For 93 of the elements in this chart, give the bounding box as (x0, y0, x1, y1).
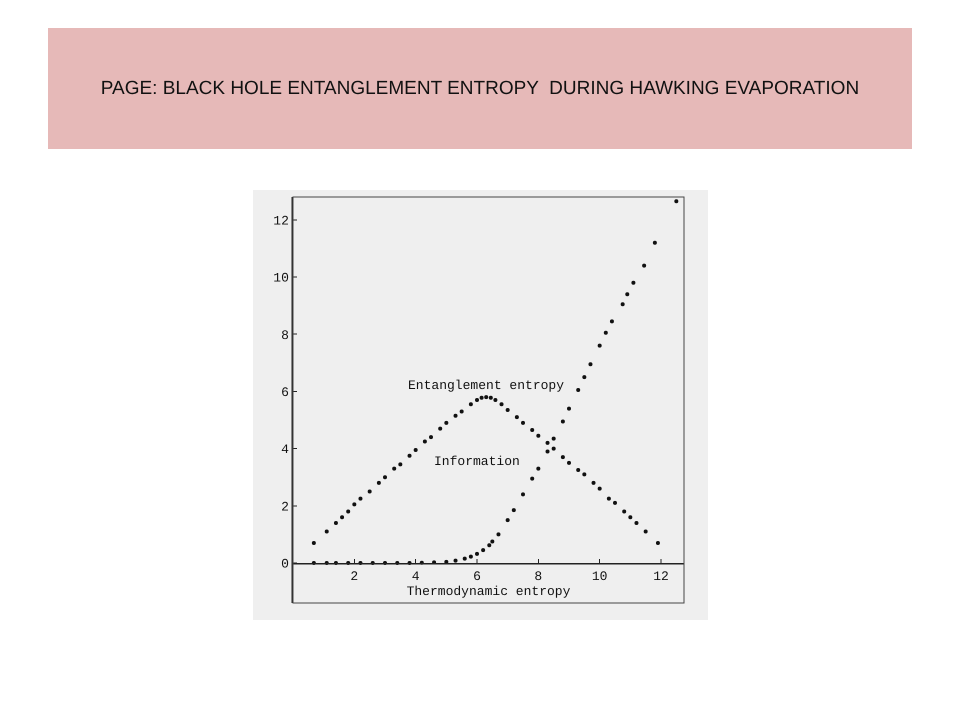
point (656, 540, 660, 545)
point (613, 500, 617, 505)
point (438, 426, 442, 431)
point (487, 543, 492, 548)
point (481, 548, 486, 552)
point (560, 455, 565, 460)
point (346, 510, 350, 514)
point (340, 515, 344, 520)
point (576, 388, 580, 392)
point (631, 280, 636, 285)
point (514, 415, 519, 420)
point (604, 330, 608, 335)
point (376, 480, 381, 485)
point (628, 515, 632, 520)
point (592, 480, 596, 485)
point (462, 556, 467, 561)
point (521, 420, 525, 425)
point (530, 428, 534, 432)
y-tick-label: 12 (273, 213, 289, 228)
point (620, 302, 625, 306)
point (512, 508, 516, 512)
x-axis-title: Thermodynamic entropy (406, 584, 571, 600)
point (546, 440, 550, 445)
y-tick-label: 8 (281, 328, 289, 343)
point (444, 420, 448, 425)
point (454, 414, 458, 418)
point (312, 540, 316, 545)
point (490, 540, 494, 544)
x-tick-label: 8 (534, 569, 542, 584)
point (460, 409, 464, 414)
point (642, 264, 646, 268)
x-tick-label: 2 (350, 569, 358, 584)
point (606, 496, 611, 501)
point (488, 396, 493, 400)
point (475, 398, 479, 402)
x-tick-label: 10 (592, 569, 608, 584)
point (567, 406, 571, 411)
point (536, 466, 540, 471)
annotation: Entanglement entropy (408, 378, 564, 393)
point (454, 558, 458, 563)
annotation: Information (434, 454, 520, 469)
point (567, 460, 571, 465)
point (582, 472, 586, 476)
point (408, 454, 412, 458)
point (422, 439, 427, 444)
y-tick-label: 6 (281, 384, 289, 400)
point (625, 292, 630, 296)
point (588, 362, 592, 366)
point (552, 446, 556, 451)
point (480, 396, 484, 400)
point (468, 554, 473, 559)
point (598, 486, 602, 491)
chart-title: PAGE: BLACK HOLE ENTANGLEMENT ENTROPY DURING HAWKING EVAPORATION (100, 78, 860, 100)
point (392, 466, 396, 471)
point (644, 530, 648, 534)
point (383, 475, 387, 480)
point (576, 468, 580, 472)
point (493, 398, 498, 402)
y-tick-label: 2 (281, 499, 289, 514)
point (506, 408, 510, 412)
point (536, 434, 540, 438)
point (500, 402, 504, 406)
point (610, 319, 614, 324)
x-tick-label: 6 (473, 569, 481, 584)
x-tick-label: 4 (412, 569, 420, 584)
point (414, 448, 418, 452)
point (634, 520, 638, 525)
point (582, 375, 586, 380)
point (484, 395, 488, 400)
point (506, 518, 510, 522)
x-tick-label: 12 (653, 569, 669, 584)
point (429, 435, 433, 440)
point (352, 502, 356, 506)
point (652, 240, 657, 245)
point (324, 530, 329, 534)
point (496, 532, 500, 536)
point (475, 552, 479, 556)
point (552, 436, 556, 441)
point (546, 449, 550, 454)
point (521, 492, 525, 496)
point (368, 489, 372, 494)
point (560, 419, 565, 424)
point (358, 496, 362, 501)
y-tick-label: 10 (273, 270, 289, 286)
point (398, 462, 402, 466)
point (334, 520, 338, 525)
point (598, 344, 602, 348)
point (530, 476, 534, 481)
point (674, 199, 678, 204)
point (468, 402, 473, 406)
point (622, 510, 626, 514)
y-tick-label: 0 (281, 556, 289, 572)
y-tick-label: 4 (281, 442, 290, 458)
